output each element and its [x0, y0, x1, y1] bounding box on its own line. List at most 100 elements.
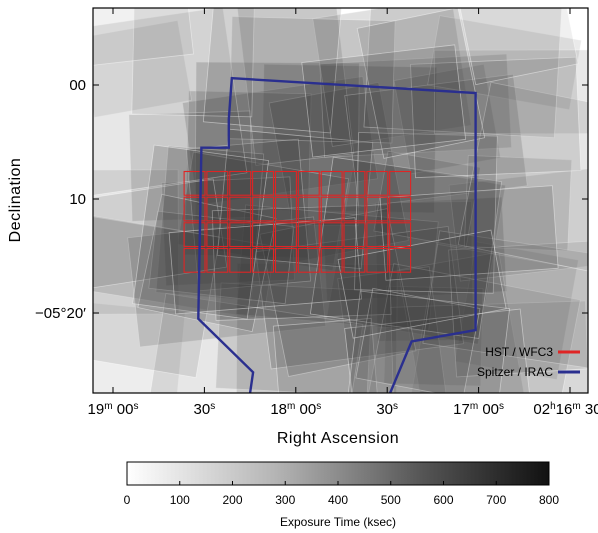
- exposure-tile: [176, 151, 350, 272]
- exposure-tile: [355, 287, 481, 393]
- wfc3-pointing: [366, 170, 389, 196]
- wfc3-pointing: [274, 196, 297, 222]
- wfc3-pointing: [274, 247, 297, 273]
- exposure-tile: [379, 185, 559, 281]
- wfc3-pointing: [206, 222, 229, 248]
- legend-label: HST / WFC3: [485, 345, 553, 359]
- exposure-tile: [422, 230, 588, 370]
- wfc3-pointing: [343, 196, 366, 222]
- wfc3-pointing: [252, 170, 275, 196]
- wfc3-pointing: [343, 170, 366, 196]
- exposure-tile: [93, 169, 180, 315]
- exposure-tile: [93, 8, 194, 70]
- wfc3-pointing: [389, 170, 412, 196]
- wfc3-pointing: [366, 196, 389, 222]
- exposure-tile: [261, 63, 438, 214]
- exposure-tile: [93, 210, 221, 379]
- colorbar-tick-label: 100: [170, 493, 190, 507]
- wfc3-pointing: [366, 247, 389, 273]
- exposure-tile: [148, 210, 295, 305]
- exposure-tile: [255, 225, 465, 370]
- wfc3-pointing: [206, 247, 229, 273]
- exposure-tile: [272, 317, 381, 393]
- wfc3-pointing: [297, 196, 320, 222]
- wfc3-pointing: [252, 196, 275, 222]
- exposure-tile: [93, 8, 248, 200]
- exposure-tile: [184, 90, 312, 258]
- exposure-tile: [356, 8, 486, 159]
- exposure-tile: [93, 20, 193, 118]
- x-tick-label: 17m 00s: [453, 401, 504, 419]
- y-axis: 00 10 −05°20′: [35, 77, 588, 322]
- wfc3-pointing: [229, 170, 252, 196]
- wfc3-pointing: [274, 170, 297, 196]
- x-axis: 19m 00s 30s 18m 00s 30s 17m 00s 02h16m 30s: [88, 8, 598, 418]
- wfc3-pointing: [183, 222, 206, 248]
- wfc3-pointing: [389, 196, 412, 222]
- wfc3-pointing: [229, 196, 252, 222]
- exposure-tile: [259, 208, 417, 377]
- wfc3-pointing: [320, 222, 343, 248]
- exposure-tile: [454, 241, 579, 380]
- wfc3-pointing: [320, 247, 343, 273]
- exposure-tile: [93, 299, 186, 393]
- y-tick-label: 10: [69, 191, 86, 208]
- colorbar-tick-label: 700: [486, 493, 506, 507]
- exposure-tile: [337, 229, 507, 339]
- exposure-tile: [93, 215, 276, 320]
- wfc3-pointing: [229, 222, 252, 248]
- exposure-tile: [344, 73, 528, 208]
- x-tick-label: 02h16m 30s: [533, 401, 598, 419]
- colorbar-tick-label: 500: [381, 493, 401, 507]
- wfc3-pointing: [320, 196, 343, 222]
- wfc3-pointing: [297, 247, 320, 273]
- x-tick-label: 30s: [376, 401, 398, 419]
- wfc3-pointing: [366, 222, 389, 248]
- colorbar-ticks: 0 100 200 300 400 500 600 700 800: [124, 481, 559, 507]
- exposure-tile: [185, 138, 312, 292]
- wfc3-pointing: [297, 222, 320, 248]
- colorbar-tick-label: 800: [539, 493, 559, 507]
- y-axis-label: Declination: [7, 158, 24, 243]
- exposure-tile: [448, 239, 588, 378]
- exposure-tile: [144, 293, 364, 393]
- exposure-tile: [235, 8, 355, 166]
- exposure-tile: [410, 56, 582, 179]
- exposure-tile: [128, 110, 254, 222]
- exposure-tile: [326, 158, 506, 345]
- exposure-tile: [363, 8, 564, 139]
- colorbar: 0 100 200 300 400 500 600 700 800 Exposure Time …: [124, 461, 559, 529]
- wfc3-pointing: [343, 247, 366, 273]
- exposure-tile: [463, 155, 573, 252]
- exposure-tile: [344, 290, 510, 393]
- wfc3-pointing: [320, 170, 343, 196]
- colorbar-tick-label: 0: [124, 493, 131, 507]
- wfc3-pointing: [206, 196, 229, 222]
- exposure-tile: [409, 243, 588, 393]
- x-axis-label: Right Ascension: [277, 430, 399, 447]
- exposure-tile: [215, 282, 373, 393]
- wfc3-pointing: [389, 222, 412, 248]
- exposure-tile: [309, 156, 503, 339]
- exposure-tile: [202, 8, 345, 134]
- colorbar-tick-label: 300: [275, 493, 295, 507]
- wfc3-pointing: [229, 247, 252, 273]
- wfc3-pointing: [252, 222, 275, 248]
- hst-wfc3-footprint: [183, 170, 412, 273]
- exposure-tile: [182, 76, 379, 206]
- wfc3-pointing: [183, 247, 206, 273]
- exposure-tile: [194, 61, 360, 227]
- wfc3-pointing: [389, 247, 412, 273]
- colorbar-label: Exposure Time (ksec): [280, 515, 396, 529]
- wfc3-pointing: [183, 196, 206, 222]
- y-tick-label: 00: [69, 77, 86, 94]
- legend: HST / WFC3 Spitzer / IRAC: [477, 345, 580, 379]
- plot-frame: [92, 7, 589, 394]
- exposure-tile: [168, 217, 362, 315]
- exposure-tile: [373, 150, 481, 248]
- wfc3-pointing: [297, 170, 320, 196]
- exposure-tile: [448, 165, 588, 282]
- y-tick-label: −05°20′: [35, 305, 86, 322]
- wfc3-pointing: [274, 222, 297, 248]
